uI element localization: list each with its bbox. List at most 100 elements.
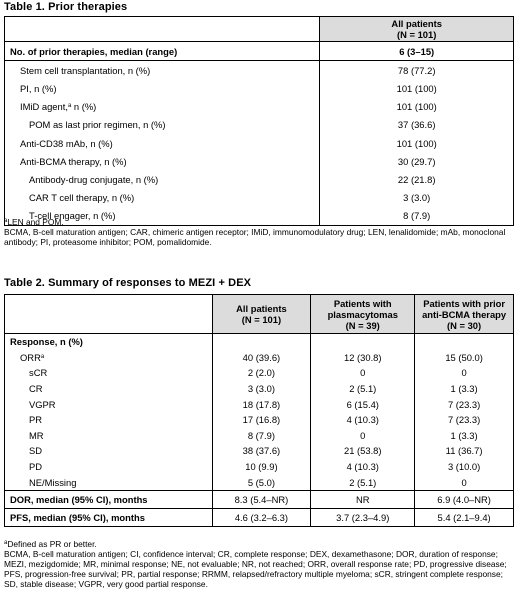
row-label: MR (29, 429, 44, 441)
dor-row: DOR, median (95% CI), months 8.3 (5.4–NR… (4, 489, 514, 509)
cell-value: 5.4 (2.1–9.4) (414, 507, 514, 527)
row-label: PR (29, 414, 43, 426)
column-header-plasmacytomas: Patients with plasmacytomas (N = 39) (310, 294, 415, 334)
row-label: CAR T cell therapy, n (%) (4, 188, 321, 207)
cell-value: 18 (17.8) (211, 396, 311, 412)
row-label-suffix: n (%) (71, 101, 97, 113)
footnote-text: LEN and POM. (7, 217, 64, 227)
header-line: (N = 101) (397, 29, 437, 40)
cell-value: 7 (23.3) (414, 396, 514, 412)
row-label: ORRa (5, 350, 213, 366)
table-row: MR 8 (7.9) 0 1 (3.3) (5, 427, 514, 444)
row-label: T-cell engager, n (%) (4, 206, 321, 226)
row-value: 30 (29.7) (397, 155, 436, 167)
cell-value: 2 (5.1) (310, 474, 415, 491)
row-label: NE/Missing (29, 476, 77, 488)
header-line: plasmacytomas (327, 308, 398, 320)
footnote-marker: a (40, 353, 45, 360)
table-row: Antibody-drug conjugate, n (%) 22 (21.8) (4, 170, 514, 189)
abbreviations: BCMA, B-cell maturation antigen; CI, con… (4, 549, 507, 589)
footnote-marker: a (67, 103, 72, 110)
table-row: NE/Missing 5 (5.0) 2 (5.1) 0 (5, 474, 514, 491)
cell-value: 15 (50.0) (414, 349, 514, 366)
header-line: (N = 39) (345, 319, 380, 331)
table-row: Anti-BCMA therapy, n (%) 30 (29.7) (4, 152, 514, 171)
table2-title: Table 2. Summary of responses to MEZI + … (4, 277, 252, 289)
row-label: PFS, median (95% CI), months (4, 507, 213, 527)
table-row: No. of prior therapies, median (range) 6… (4, 41, 514, 62)
cell-value: 40 (39.6) (211, 349, 311, 366)
row-label: Anti-CD38 mAb, n (%) (4, 133, 321, 153)
cell-value: 1 (3.3) (414, 427, 514, 444)
cell-value: 1 (3.3) (414, 380, 514, 397)
table1-column-header: All patients (N = 101) (319, 16, 514, 42)
section-row: Response, n (%) (5, 333, 514, 350)
table-row: SD 38 (37.6) 21 (53.8) 11 (36.7) (5, 443, 514, 459)
header-line: (N = 101) (241, 314, 282, 325)
cell-value: 4 (10.3) (310, 411, 415, 428)
cell-value: 12 (30.8) (310, 349, 415, 366)
abbreviations: BCMA, B-cell maturation antigen; CAR, ch… (4, 227, 506, 247)
row-label: Stem cell transplantation, n (%) (4, 60, 321, 80)
cell-value: 21 (53.8) (310, 443, 415, 459)
cell-value: 6 (15.4) (310, 396, 415, 412)
cell-value: 4.6 (3.2–6.3) (211, 507, 311, 527)
row-label-text: IMiD agent, (20, 101, 68, 113)
section-label: Response, n (%) (10, 336, 83, 348)
table-row: IMiD agent,a n (%) 101 (100) (4, 97, 514, 116)
row-label: PI, n (%) (4, 79, 321, 98)
row-label: Antibody-drug conjugate, n (%) (4, 170, 321, 189)
pfs-row: PFS, median (95% CI), months 4.6 (3.2–6.… (4, 507, 514, 527)
header-line: All patients (236, 303, 287, 314)
column-header-prior-anti-bcma: Patients with prior anti-BCMA therapy (N… (414, 294, 514, 334)
row-label: CR (29, 383, 43, 395)
table-row: sCR 2 (2.0) 0 0 (5, 365, 514, 381)
table-row: Stem cell transplantation, n (%) 78 (77.… (4, 60, 514, 80)
cell-value: 8.3 (5.4–NR) (211, 489, 311, 509)
cell-value: 4 (10.3) (310, 458, 415, 475)
table2-footnotes: aDefined as PR or better. BCMA, B-cell m… (4, 539, 516, 589)
header-line: anti-BCMA therapy (422, 308, 507, 320)
table-row: CR 3 (3.0) 2 (5.1) 1 (3.3) (5, 380, 514, 397)
cell-value: 38 (37.6) (211, 443, 311, 459)
row-value: 101 (100) (396, 82, 437, 94)
footnote-text: Defined as PR or better. (7, 539, 97, 549)
header-line: Patients with prior (423, 297, 505, 309)
header-line: Patients with (333, 297, 392, 309)
cell-value: 0 (310, 365, 415, 381)
header-line: All patients (391, 18, 442, 29)
row-value: 101 (100) (396, 101, 437, 113)
row-value: 8 (7.9) (403, 210, 431, 222)
cell-value: 2 (5.1) (310, 380, 415, 397)
row-value: 37 (36.6) (397, 119, 436, 131)
table-row: POM as last prior regimen, n (%) 37 (36.… (4, 115, 514, 134)
prior-therapies-table: All patients (N = 101) No. of prior ther… (4, 16, 514, 226)
cell-value: 2 (2.0) (211, 365, 311, 381)
row-value: 3 (3.0) (403, 192, 431, 204)
footnote: aDefined as PR or better. (4, 539, 516, 549)
cell-value: 17 (16.8) (211, 411, 311, 428)
table-row: PR 17 (16.8) 4 (10.3) 7 (23.3) (5, 411, 514, 428)
row-label: DOR, median (95% CI), months (4, 489, 213, 509)
row-label: Anti-BCMA therapy, n (%) (4, 152, 321, 171)
cell-value: 7 (23.3) (414, 411, 514, 428)
cell-value: 3 (10.0) (414, 458, 514, 475)
row-label-text: ORR (20, 351, 41, 363)
footnote-marker: a (4, 218, 8, 224)
table-row: Anti-CD38 mAb, n (%) 101 (100) (4, 133, 514, 153)
cell-value: 8 (7.9) (211, 427, 311, 444)
cell-value: 3 (3.0) (211, 380, 311, 397)
table2-corner-cell (4, 294, 213, 334)
footnote: aLEN and POM. (4, 217, 516, 227)
row-value: 101 (100) (396, 137, 437, 149)
row-label: SD (29, 445, 43, 457)
table-row: T-cell engager, n (%) 8 (7.9) (4, 206, 514, 226)
cell-value: 0 (414, 474, 514, 491)
table-row: PD 10 (9.9) 4 (10.3) 3 (10.0) (5, 458, 514, 475)
responses-table: All patients (N = 101) Patients with pla… (4, 294, 514, 527)
row-value: 78 (77.2) (397, 64, 436, 76)
cell-value: 0 (414, 365, 514, 381)
table-row: VGPR 18 (17.8) 6 (15.4) 7 (23.3) (5, 396, 514, 412)
cell-value: 6.9 (4.0–NR) (414, 489, 514, 509)
